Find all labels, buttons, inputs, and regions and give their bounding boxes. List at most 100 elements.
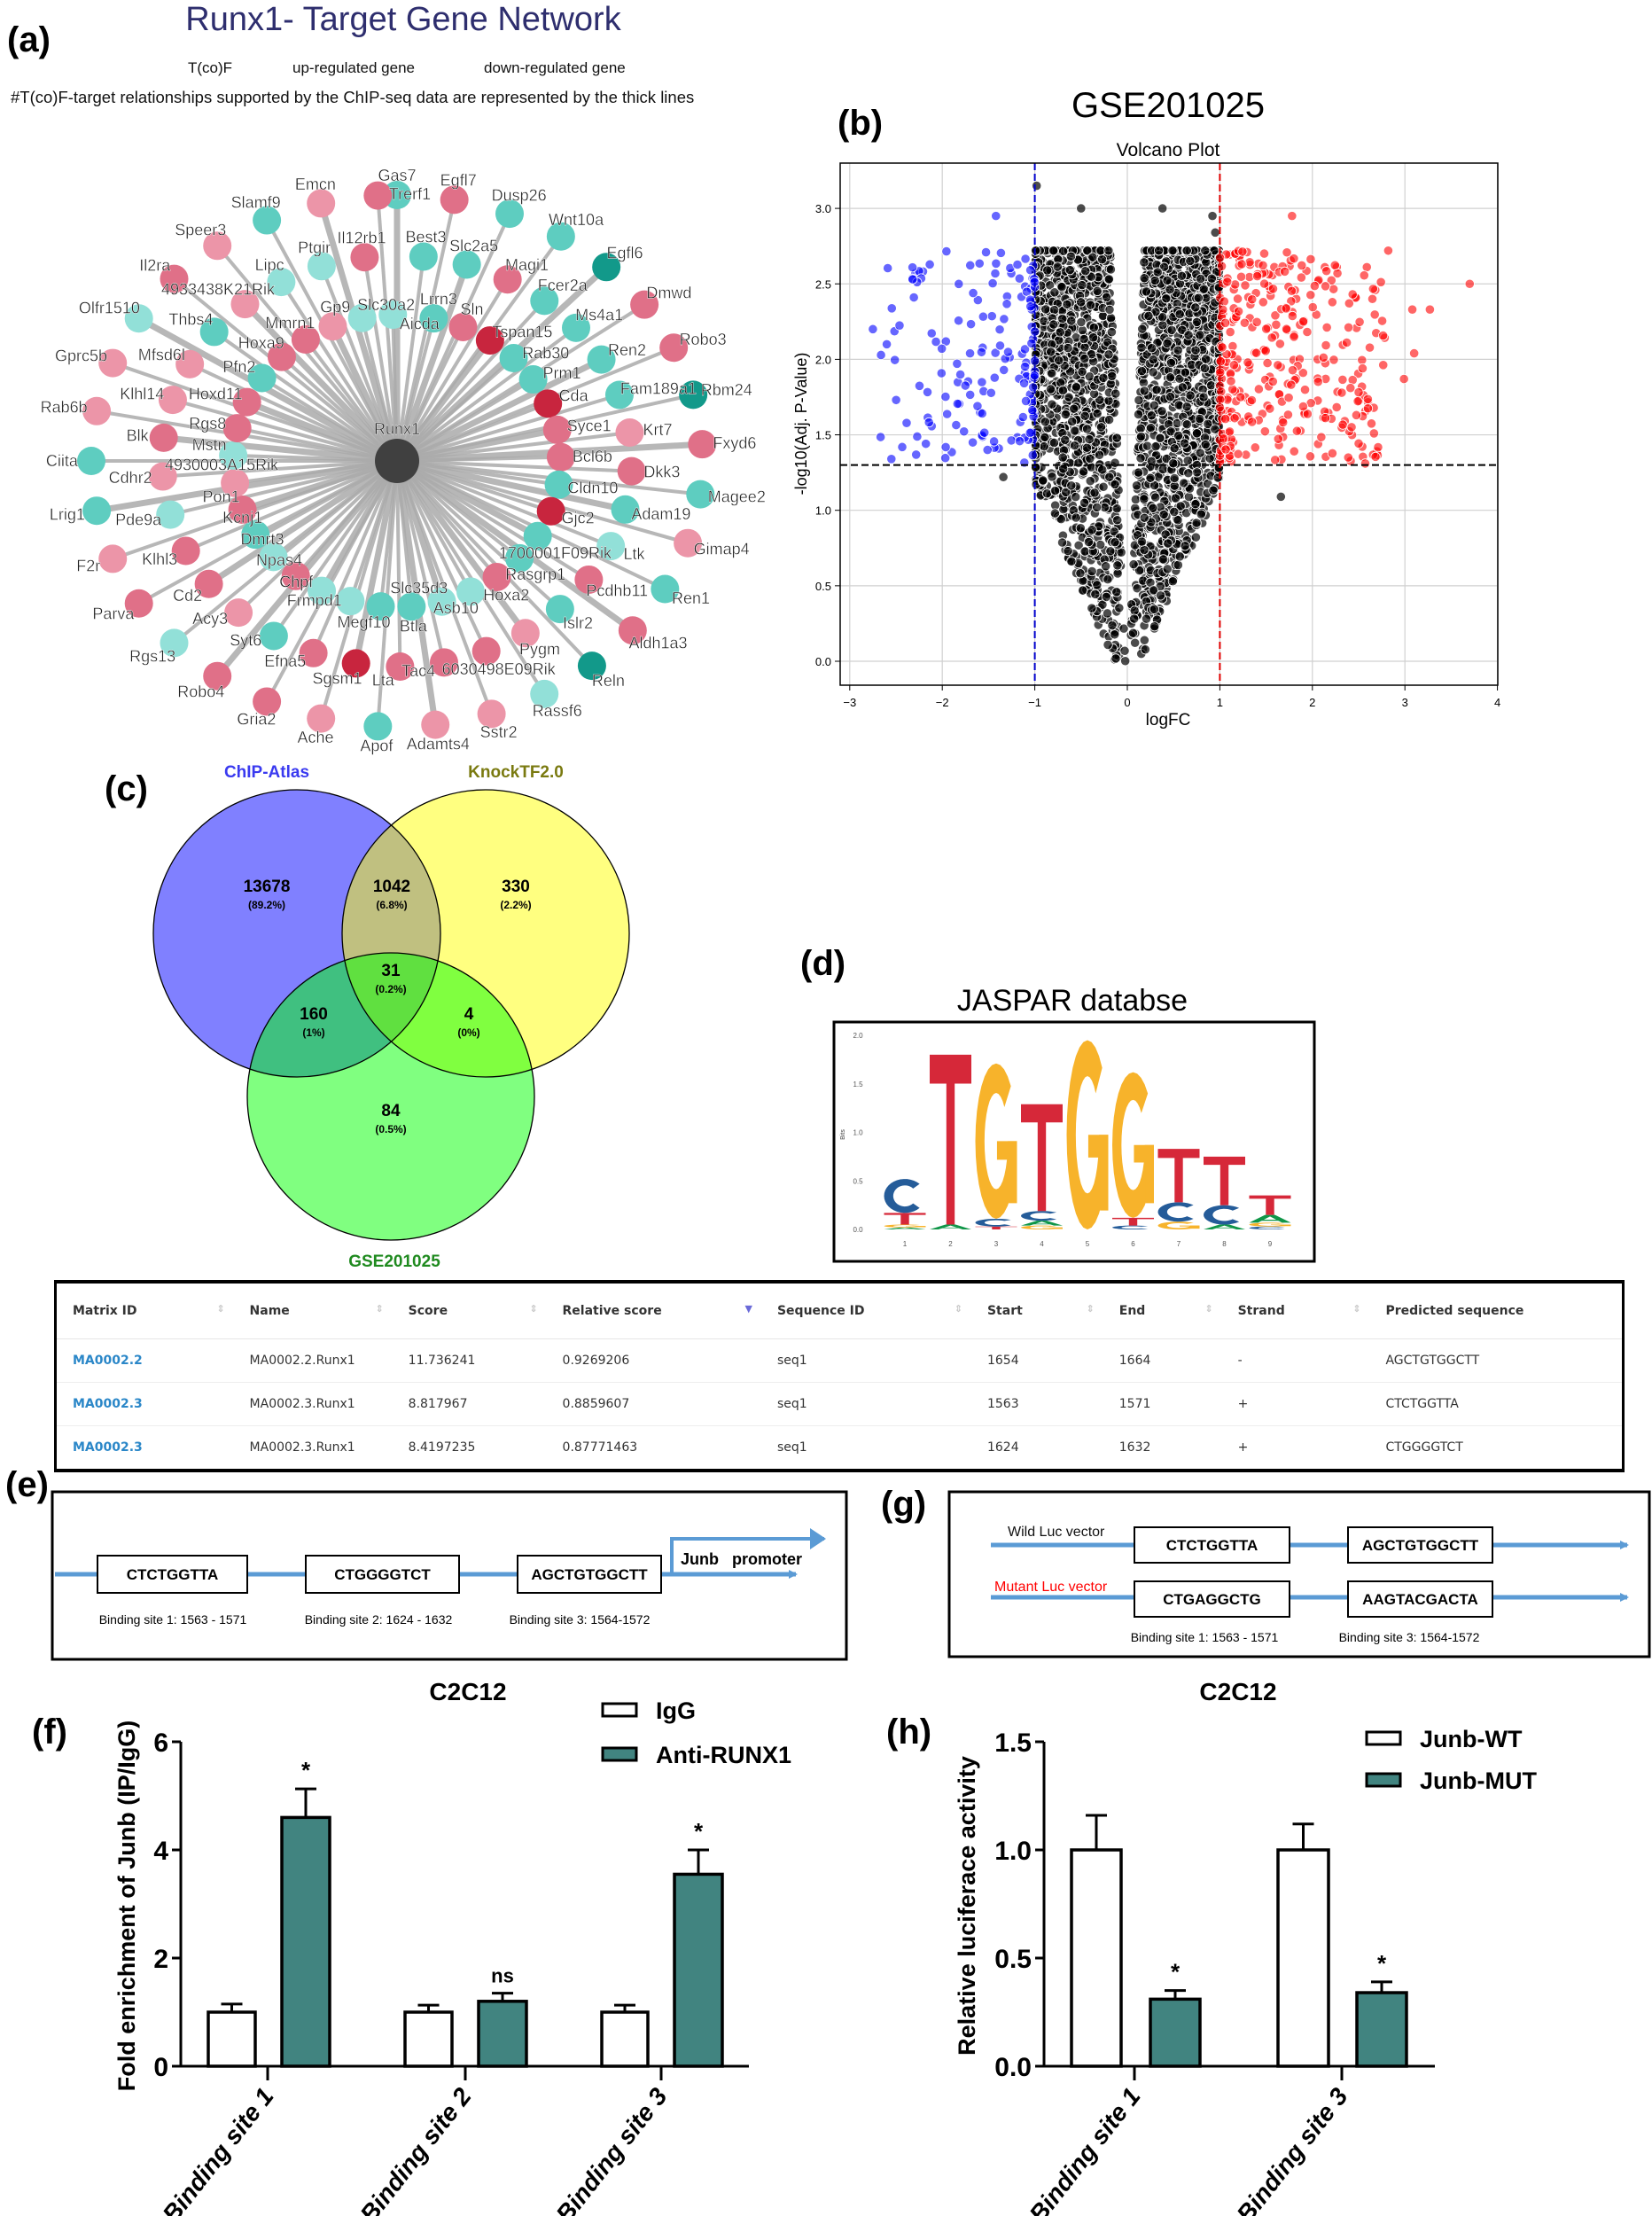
volcano-point-ns	[1077, 280, 1087, 291]
volcano-point-ns	[1092, 285, 1103, 296]
logo-letter-G	[1112, 1072, 1154, 1218]
volcano-point-down	[972, 294, 983, 306]
bar-junb-mut	[1355, 1991, 1408, 2068]
gene-node	[499, 344, 528, 373]
volcano-point-ns	[1135, 431, 1147, 442]
volcano-point-up	[1287, 211, 1297, 222]
column-header[interactable]: Matrix ID ⇕	[55, 1282, 234, 1339]
logo-letter-T	[1112, 1217, 1154, 1226]
gene-label: Aicda	[400, 316, 440, 333]
volcano-point-down	[1014, 436, 1025, 447]
column-header[interactable]: Start ⇕	[970, 1282, 1103, 1339]
column-header[interactable]: Strand ⇕	[1221, 1282, 1370, 1339]
volcano-suptitle: GSE201025	[1071, 86, 1265, 125]
volcano-point-ns	[1048, 319, 1059, 330]
sort-icon[interactable]: ⇕	[216, 1303, 225, 1315]
gene-label: Rab30	[522, 344, 569, 362]
volcano-point-ns	[1105, 264, 1116, 275]
volcano-point-up	[1297, 401, 1309, 412]
gene-label: Fam189a1	[620, 379, 697, 397]
volcano-point-ns	[1167, 246, 1178, 256]
logo-xtick-label: 9	[1268, 1240, 1273, 1248]
volcano-point-up	[1225, 326, 1235, 338]
volcano-point-down	[883, 262, 893, 274]
gene-label: Slc2a5	[449, 237, 498, 254]
matrix-id-link[interactable]: MA0002.3	[55, 1382, 234, 1426]
column-header[interactable]: End ⇕	[1103, 1282, 1222, 1339]
logo-letter-T	[1021, 1104, 1063, 1212]
gene-node	[409, 242, 438, 271]
gene-node	[429, 648, 458, 677]
column-header[interactable]: Score ⇕	[392, 1282, 547, 1339]
logo-letter-T	[1157, 1149, 1200, 1203]
volcano-point-ns	[1165, 392, 1176, 402]
volcano-point-ns	[1174, 308, 1185, 320]
sort-icon[interactable]: ⇕	[954, 1303, 962, 1315]
volcano-point-down	[881, 339, 892, 349]
gene-node	[307, 189, 336, 218]
gene-label: Prm1	[542, 364, 581, 382]
sort-desc-icon[interactable]: ▼	[744, 1303, 752, 1315]
gene-label: Klhl3	[142, 550, 177, 568]
sort-icon[interactable]: ⇕	[529, 1303, 538, 1315]
sort-icon[interactable]: ⇕	[1352, 1303, 1361, 1315]
volcano-point-up	[1316, 432, 1327, 442]
significance-annotation: *	[1171, 1959, 1181, 1986]
x-tick-label: Binding site 3	[1231, 2082, 1353, 2216]
volcano-point-ns	[1057, 385, 1069, 396]
volcano-point-ns	[1191, 316, 1203, 327]
volcano-point-ns	[1134, 394, 1144, 406]
column-header[interactable]: Relative score ▼	[546, 1282, 761, 1339]
volcano-point-up	[1376, 316, 1388, 326]
column-header[interactable]: Name ⇕	[233, 1282, 393, 1339]
gene-label: Robo3	[680, 331, 727, 348]
column-header[interactable]: Predicted sequence	[1369, 1282, 1624, 1339]
table-cell: seq1	[760, 1425, 971, 1471]
volcano-point-down	[1025, 301, 1036, 312]
volcano-point-down	[990, 268, 1001, 279]
luc-site-sequence: CTGAGGCTG	[1163, 1591, 1261, 1608]
gene-node	[448, 312, 478, 341]
column-header[interactable]: Sequence ID ⇕	[760, 1282, 971, 1339]
volcano-point-down	[894, 320, 905, 331]
volcano-point-ns	[1157, 203, 1168, 214]
volcano-xtick-label: −1	[1028, 696, 1041, 709]
venn-percent: (1%)	[302, 1026, 324, 1039]
logo-letter-G	[1249, 1222, 1291, 1227]
volcano-point-ns	[1190, 499, 1201, 510]
venn-region-chip-gse	[247, 953, 440, 1077]
volcano-point-up	[1297, 260, 1307, 271]
volcano-point-ns	[1079, 410, 1090, 421]
volcano-ticks: −3 −2 −1 0 1 2 3 4 0.0 0.5 1.0 1.5 2.0 2.5 3.0	[815, 202, 1500, 709]
bar-chart-title: C2C12	[429, 1678, 506, 1705]
gene-label: Dmrt3	[241, 531, 284, 549]
gene-node	[336, 587, 365, 616]
sort-icon[interactable]: ⇕	[1204, 1303, 1213, 1315]
gene-label: Adam19	[631, 505, 690, 523]
volcano-point-ns	[1148, 585, 1159, 596]
volcano-point-down	[890, 355, 900, 365]
volcano-point-down	[989, 436, 1000, 447]
logo-letter-shape	[1204, 1224, 1245, 1229]
volcano-point-ns	[1098, 481, 1109, 492]
logo-letter-shape	[1112, 1217, 1154, 1226]
sort-icon[interactable]: ⇕	[1086, 1303, 1095, 1315]
volcano-ylabel: -log10(Adj. P-Value)	[792, 353, 810, 495]
luc-sites: CTCTGGTTA AGCTGTGGCTT CTGAGGCTG AAGTACGACTA…	[1131, 1526, 1493, 1644]
bar-anti-runx1	[477, 2000, 528, 2068]
volcano-point-ns	[1195, 330, 1205, 340]
volcano-point-ns	[1114, 603, 1125, 613]
gene-label: Ache	[297, 729, 333, 746]
volcano-point-up	[1286, 296, 1297, 307]
gene-label: Asb10	[433, 599, 479, 617]
volcano-point-down	[1020, 254, 1031, 264]
volcano-point-up	[1253, 384, 1264, 394]
matrix-id-link[interactable]: MA0002.2	[55, 1338, 234, 1383]
matrix-id-link[interactable]: MA0002.3	[55, 1425, 234, 1471]
volcano-point-up	[1270, 455, 1281, 465]
volcano-point-up	[1247, 417, 1258, 427]
logo-letter-shape	[1021, 1104, 1063, 1212]
bar-igg	[600, 2010, 650, 2068]
sort-icon[interactable]: ⇕	[375, 1303, 384, 1315]
volcano-point-ns	[1060, 434, 1071, 445]
